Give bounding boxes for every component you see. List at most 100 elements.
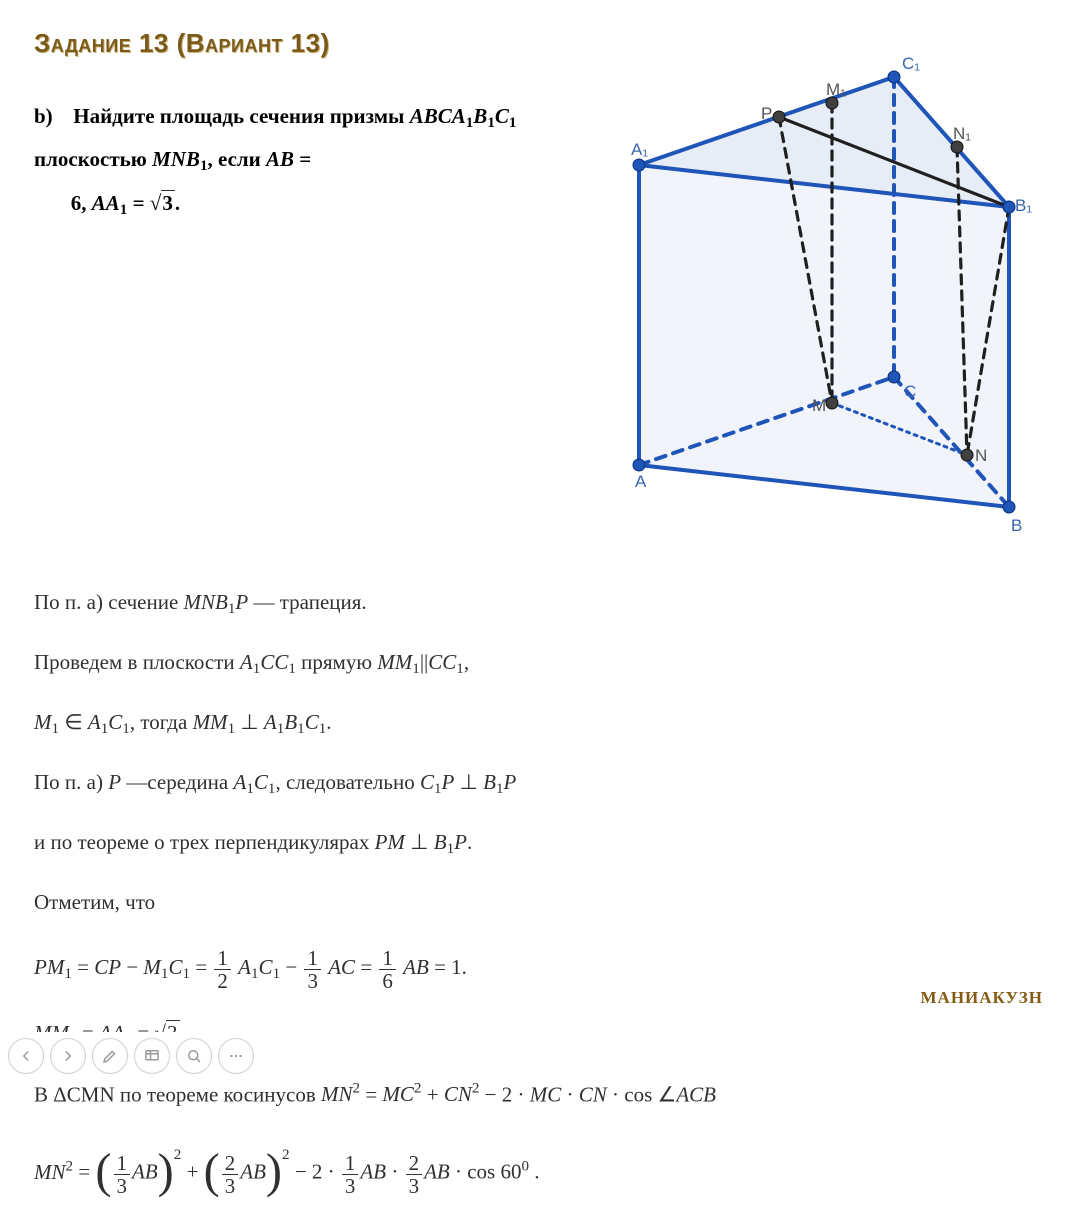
watermark: МАНИАКУЗН [921, 988, 1043, 1008]
sym: A [264, 710, 277, 734]
sub: 1 [456, 661, 464, 677]
zoom-button[interactable] [176, 1038, 212, 1074]
sym: B [284, 710, 297, 734]
sup: 2 [414, 1081, 422, 1097]
op: ⊥ [454, 770, 483, 794]
problem-statement: A₁C₁B₁ABCPM₁N₁MN b) Найдите площадь сече… [34, 95, 1039, 563]
sym: B [483, 770, 496, 794]
sym: A [240, 650, 253, 674]
frac-n: 1 [379, 947, 396, 969]
sub: 1 [447, 841, 455, 857]
op: = [360, 1082, 382, 1106]
sym: CP [94, 955, 121, 979]
op: ⊥ [405, 830, 434, 854]
prism-diagram: A₁C₁B₁ABCPM₁N₁MN [619, 35, 1039, 555]
sym: MN [321, 1082, 353, 1106]
sup: 2 [472, 1081, 480, 1097]
sub: 1 [183, 966, 191, 982]
t: Проведем в плоскости [34, 650, 240, 674]
op: − [121, 955, 143, 979]
sym: AB [360, 1160, 386, 1184]
sym: C [108, 710, 122, 734]
sym: P [442, 770, 455, 794]
t: , [464, 650, 469, 674]
svg-text:A: A [635, 472, 647, 491]
sym: P [504, 770, 517, 794]
sym: AC [328, 955, 355, 979]
op: + [187, 1160, 204, 1184]
sym: MNB [184, 590, 228, 614]
svg-text:C₁: C₁ [902, 54, 920, 73]
frac-d: 6 [379, 969, 396, 992]
sym: AB [240, 1160, 266, 1184]
sub: 1 [509, 115, 517, 131]
problem-text-1: Найдите площадь сечения призмы [73, 104, 409, 128]
sym-plane: MNB [152, 147, 200, 171]
t: , тогда [130, 710, 193, 734]
op: ∈ [59, 710, 88, 734]
sym: AB [132, 1160, 158, 1184]
sym: C [420, 770, 434, 794]
sym: MC [382, 1082, 414, 1106]
t: . [467, 830, 472, 854]
svg-text:N: N [975, 446, 987, 465]
sub: 1 [200, 159, 208, 175]
frac-n: 2 [222, 1152, 239, 1174]
t: и по теореме о трех перпендикулярах [34, 830, 375, 854]
op: − 2 · [479, 1082, 529, 1106]
frac-d: 3 [406, 1174, 423, 1197]
sub: 1 [412, 661, 420, 677]
sym: MC [530, 1082, 562, 1106]
svg-text:A₁: A₁ [631, 140, 648, 159]
sym: MN [34, 1160, 66, 1184]
t: По п. a) [34, 770, 108, 794]
problem-text-2: плоскостью [34, 147, 152, 171]
op: . [529, 1160, 540, 1184]
svg-text:P: P [761, 104, 772, 123]
sym: AA [92, 191, 120, 215]
sym: CC [260, 650, 288, 674]
sym: AB [424, 1160, 450, 1184]
frac-d: 3 [342, 1174, 359, 1197]
op: = [355, 955, 377, 979]
t: по теореме косинусов [115, 1082, 321, 1106]
svg-text:C: C [904, 382, 916, 401]
svg-text:B₁: B₁ [1015, 196, 1032, 215]
svg-text:N₁: N₁ [953, 124, 971, 143]
prev-button[interactable] [8, 1038, 44, 1074]
sub: 1 [434, 781, 442, 797]
frac-n: 1 [304, 947, 321, 969]
sym: M [143, 955, 161, 979]
frac-d: 3 [114, 1174, 131, 1197]
t: , следовательно [275, 770, 420, 794]
op: · cos 60 [450, 1160, 522, 1184]
sup: 2 [353, 1081, 361, 1097]
sym: CN [579, 1082, 607, 1106]
sym: PM [34, 955, 64, 979]
sub: 1 [251, 966, 259, 982]
sub: 1 [228, 721, 236, 737]
sqrt-val: 3 [161, 190, 175, 215]
sym: A [88, 710, 101, 734]
frac-n: 1 [214, 947, 231, 969]
edit-button[interactable] [92, 1038, 128, 1074]
op: ⊥ [235, 710, 264, 734]
op: · [561, 1082, 579, 1106]
slides-button[interactable] [134, 1038, 170, 1074]
sym-prism: ABCA [410, 104, 466, 128]
sym: C [305, 710, 319, 734]
sub: 1 [52, 721, 60, 737]
sym: ACB [676, 1082, 716, 1106]
sym: AB [403, 955, 429, 979]
frac-d: 3 [222, 1174, 239, 1197]
sup: 2 [282, 1147, 290, 1163]
sym: M [34, 710, 52, 734]
more-button[interactable] [218, 1038, 254, 1074]
sym: CC [428, 650, 456, 674]
op: · cos ∠ [607, 1082, 677, 1106]
t: По п. a) сечение [34, 590, 184, 614]
t-note: Отметим, что [34, 887, 1039, 919]
frac-n: 2 [406, 1152, 423, 1174]
frac-d: 3 [304, 969, 321, 992]
next-button[interactable] [50, 1038, 86, 1074]
